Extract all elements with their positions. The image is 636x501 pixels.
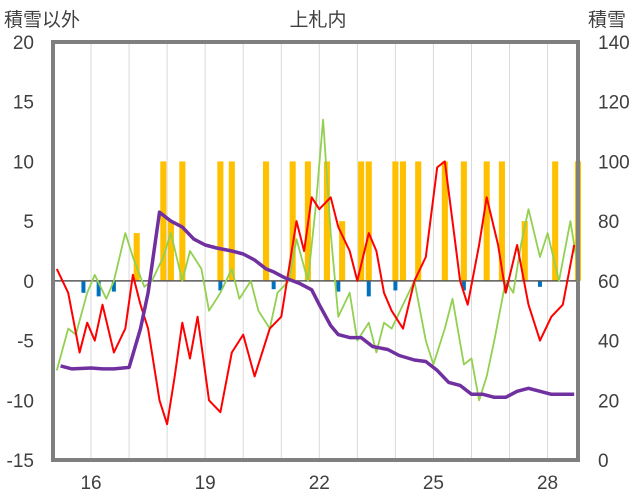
sunshine-bar: [537, 280, 542, 287]
series-line-wind: [55, 118, 579, 402]
precip-bar: [228, 161, 235, 281]
right-axis-title: 積雪: [588, 9, 626, 31]
sunshine-bar: [393, 280, 398, 291]
x-tick-label: 28: [537, 473, 558, 494]
series-line-temperature: [55, 160, 576, 426]
right-tick-label: 40: [598, 332, 619, 353]
precip-bar: [415, 161, 422, 281]
right-tick-label: 20: [598, 391, 619, 412]
left-tick-label: 15: [13, 93, 34, 114]
x-axis-ticks: 16192225283136912: [80, 473, 558, 494]
precip-bar: [133, 233, 140, 281]
x-tick-label: 19: [195, 473, 216, 494]
right-axis-ticks: 0 20 40 60 80 100 120 140: [598, 33, 630, 472]
series-line-snow-depth: [60, 210, 575, 400]
left-tick-label: 10: [13, 152, 34, 173]
plot-frame: [51, 40, 580, 462]
left-tick-label: 20: [13, 33, 34, 54]
sunshine-bar: [218, 280, 223, 291]
precip-bar: [160, 161, 167, 281]
precip-bar: [399, 161, 407, 281]
precip-bar: [460, 161, 467, 281]
precip-bar: [441, 161, 448, 281]
left-tick-label: 0: [23, 272, 34, 293]
left-axis-ticks: -15 -10 -5 0 5 10 15 20: [7, 33, 34, 472]
precip-bar: [483, 161, 490, 281]
right-tick-label: 120: [598, 93, 630, 114]
precip-bar: [521, 221, 528, 281]
x-tick-label: 25: [423, 473, 444, 494]
right-tick-label: 80: [598, 212, 619, 233]
precip-bar: [365, 161, 372, 281]
precip-bar: [179, 161, 186, 281]
precip-bar: [167, 221, 174, 281]
x-tick-label: 16: [80, 473, 101, 494]
right-tick-label: 140: [598, 33, 630, 54]
precip-bar: [263, 161, 270, 281]
sunshine-bar: [111, 280, 116, 292]
sunshine-bar: [366, 280, 371, 297]
right-tick-label: 100: [598, 152, 630, 173]
right-tick-label: 0: [598, 451, 609, 472]
sunshine-bar: [96, 280, 101, 297]
left-tick-label: -5: [17, 332, 34, 353]
precip-bar: [217, 161, 224, 281]
left-tick-label: -10: [7, 391, 34, 412]
sunshine-bar: [461, 280, 466, 291]
right-tick-label: 60: [598, 272, 619, 293]
sunshine-bar: [271, 280, 276, 290]
sunshine-bar: [336, 280, 341, 292]
x-tick-label: 22: [309, 473, 330, 494]
gridlines: [52, 42, 549, 460]
left-axis-title: 積雪以外: [4, 9, 80, 31]
precip-bar: [392, 161, 399, 281]
precip-bar: [339, 221, 346, 281]
precip-bar: [323, 161, 330, 281]
left-tick-label: -15: [7, 451, 34, 472]
sunshine-bar: [81, 280, 86, 293]
precip-bar: [289, 161, 296, 281]
precip-bar: [498, 161, 505, 281]
precip-bar: [358, 161, 365, 281]
left-tick-label: 5: [23, 212, 34, 233]
precip-bar: [552, 161, 559, 281]
chart-title: 上札内: [289, 9, 346, 31]
